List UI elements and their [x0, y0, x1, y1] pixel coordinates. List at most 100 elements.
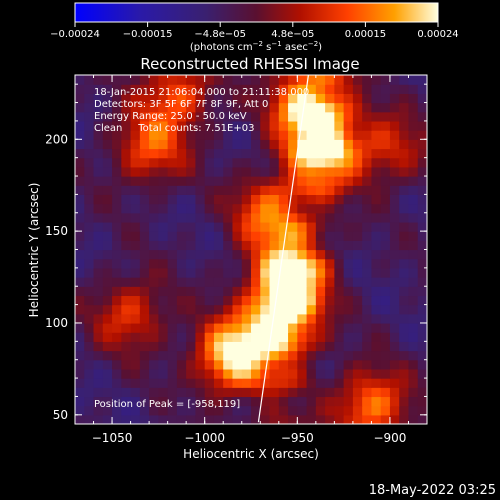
heatmap-cell	[408, 405, 419, 416]
heatmap-cell	[288, 166, 298, 177]
heatmap-cell	[204, 396, 215, 407]
heatmap-cell	[158, 130, 169, 140]
heatmap-cell	[223, 176, 234, 186]
heatmap-cell	[352, 212, 363, 223]
heatmap-cell	[130, 341, 141, 352]
heatmap-cell	[176, 267, 187, 278]
heatmap-cell	[158, 139, 169, 150]
heatmap-cell	[343, 148, 354, 159]
heatmap-cell	[306, 240, 317, 251]
heatmap-cell	[343, 350, 354, 361]
heatmap-cell	[417, 231, 427, 241]
heatmap-cell	[260, 194, 271, 205]
heatmap-cell	[176, 368, 187, 379]
heatmap-cell	[112, 313, 122, 324]
heatmap-cell	[223, 185, 234, 195]
heatmap-cell	[325, 75, 335, 85]
heatmap-cell	[306, 139, 317, 150]
heatmap-cell	[389, 368, 400, 379]
heatmap-cell	[102, 350, 113, 361]
heatmap-cell	[139, 313, 150, 324]
heatmap-cell	[223, 341, 234, 352]
heatmap-cell	[213, 111, 224, 122]
heatmap-cell	[213, 93, 224, 104]
heatmap-cell	[241, 130, 252, 140]
heatmap-cell	[343, 267, 354, 278]
heatmap-cell	[241, 359, 252, 370]
heatmap-cell	[343, 185, 354, 195]
heatmap-cell	[167, 368, 178, 379]
heatmap-cell	[362, 148, 373, 159]
heatmap-cell	[223, 350, 234, 361]
heatmap-cell	[75, 221, 85, 232]
heatmap-cell	[232, 148, 243, 159]
heatmap-cell	[121, 231, 132, 241]
heatmap-cell	[121, 267, 132, 278]
heatmap-cell	[362, 249, 373, 260]
heatmap-cell	[102, 414, 113, 424]
heatmap-cell	[325, 84, 335, 94]
heatmap-cell	[278, 322, 289, 333]
heatmap-cell	[315, 203, 326, 214]
colorbar	[74, 2, 439, 23]
heatmap-cell	[121, 396, 132, 407]
heatmap-cell	[269, 359, 280, 370]
heatmap-cell	[325, 194, 335, 205]
heatmap-cell	[269, 148, 280, 159]
heatmap-cell	[278, 277, 289, 287]
heatmap-cell	[408, 378, 419, 388]
heatmap-cell	[352, 194, 363, 205]
heatmap-cell	[260, 93, 271, 104]
heatmap-cell	[195, 221, 206, 232]
heatmap-cell	[223, 313, 234, 324]
heatmap-cell	[75, 359, 85, 370]
heatmap-cell	[84, 249, 95, 260]
heatmap-cell	[251, 387, 261, 398]
heatmap-cell	[399, 378, 410, 388]
heatmap-cell	[334, 93, 345, 104]
heatmap-cell	[399, 194, 410, 205]
heatmap-cell	[380, 414, 391, 424]
heatmap-cell	[417, 240, 427, 251]
heatmap-cell	[380, 286, 391, 297]
heatmap-cell	[241, 84, 252, 94]
heatmap-cell	[334, 295, 345, 306]
heatmap-cell	[315, 258, 326, 269]
heatmap-cell	[195, 396, 206, 407]
heatmap-cell	[297, 258, 308, 269]
heatmap-cell	[297, 194, 308, 205]
heatmap-cell	[251, 130, 261, 140]
heatmap-cell	[167, 93, 178, 104]
heatmap-cell	[232, 194, 243, 205]
heatmap-cell	[93, 93, 104, 104]
heatmap-cell	[325, 249, 335, 260]
heatmap-cell	[251, 75, 261, 85]
heatmap-cell	[334, 304, 345, 315]
heatmap-cell	[75, 194, 85, 205]
heatmap-cell	[389, 267, 400, 278]
heatmap-cell	[389, 249, 400, 260]
heatmap-cell	[362, 139, 373, 150]
heatmap-cell	[158, 378, 169, 388]
heatmap-cell	[213, 350, 224, 361]
heatmap-cell	[260, 341, 271, 352]
heatmap-cell	[130, 350, 141, 361]
heatmap-cell	[371, 139, 382, 150]
heatmap-cell	[213, 368, 224, 379]
heatmap-cell	[149, 166, 159, 177]
heatmap-cell	[75, 120, 85, 131]
heatmap-cell	[260, 350, 271, 361]
heatmap-cell	[112, 157, 122, 168]
heatmap-cell	[158, 176, 169, 186]
heatmap-cell	[371, 111, 382, 122]
heatmap-cell	[84, 258, 95, 269]
heatmap-cell	[399, 313, 410, 324]
heatmap-cell	[241, 194, 252, 205]
heatmap-cell	[306, 378, 317, 388]
heatmap-cell	[260, 322, 271, 333]
heatmap-cell	[278, 203, 289, 214]
heatmap-cell	[389, 240, 400, 251]
heatmap-cell	[75, 387, 85, 398]
heatmap-cell	[75, 203, 85, 214]
heatmap-cell	[380, 221, 391, 232]
